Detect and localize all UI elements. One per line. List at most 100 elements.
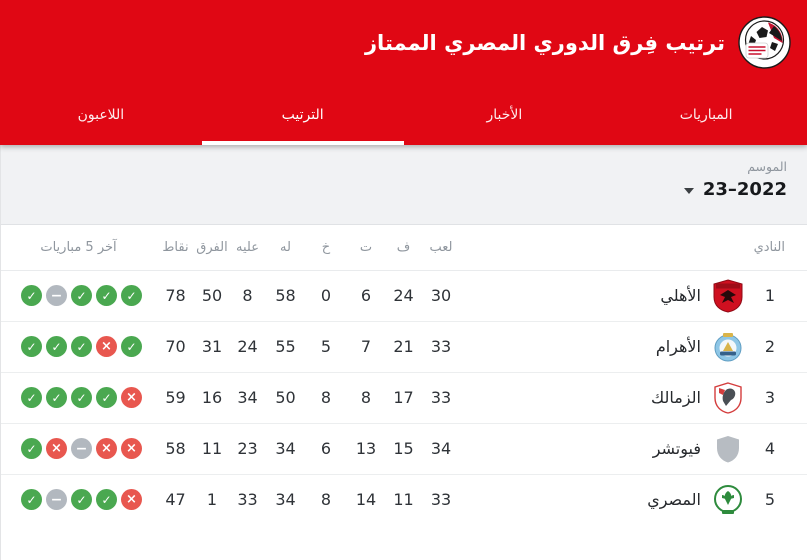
draws-cell: 7 [347,321,385,373]
points-cell: 58 [156,423,195,475]
losses-cell: 5 [305,321,347,373]
win-check-icon: ✓ [71,336,92,357]
egyptian-football-association-logo-icon [738,16,791,69]
table-row-zamalek[interactable]: 3 الزمالك 33 17 8 8 50 [1,372,807,424]
goals-for-cell: 58 [266,270,305,322]
loss-x-icon: × [121,387,142,408]
title-row: ترتيب فِرق الدوري المصري الممتاز [0,0,807,85]
goals-against-cell: 34 [229,372,266,424]
win-check-icon: ✓ [96,387,117,408]
col-header-goals-against: عليه [229,225,266,271]
win-check-icon: ✓ [71,387,92,408]
win-check-icon: ✓ [71,285,92,306]
rank-cell: 5 [764,490,776,510]
played-cell: 33 [422,372,460,424]
table-row-future[interactable]: 4 فيوتشر 34 15 13 6 34 23 11 58 [1,423,807,475]
goals-against-cell: 24 [229,321,266,373]
win-check-icon: ✓ [21,438,42,459]
draw-minus-icon: − [46,489,67,511]
win-check-icon: ✓ [96,285,117,306]
tab-standings[interactable]: الترتيب [201,85,404,145]
rank-cell: 2 [764,337,776,356]
al-ahram-badge-icon [714,332,742,361]
caret-down-icon [683,187,694,194]
points-cell: 78 [156,270,195,322]
club-name: فيوتشر [652,439,701,458]
col-header-goals-for: له [266,225,305,271]
table-row-al-masry[interactable]: 5 المصري 33 11 14 8 [1,474,807,525]
table-row-al-ahram[interactable]: 2 الأهرام 33 21 7 [1,321,807,373]
loss-x-icon: × [121,489,142,511]
goal-diff-cell: 11 [195,423,229,475]
losses-cell: 8 [320,490,332,510]
table-row-al-ahly[interactable]: 1 الأهلي 30 24 6 0 58 [1,270,807,322]
wins-cell: 11 [393,490,414,510]
season-label: الموسم [747,159,787,174]
season-bar: الموسم 23–2022 [0,145,807,225]
losses-cell: 0 [305,270,347,322]
wins-cell: 21 [385,321,422,373]
tab-news[interactable]: الأخبار [404,85,606,145]
wins-cell: 15 [385,423,422,475]
standings-table: النادي لعب ف ت خ له عليه الفرق نقاط آخر … [1,225,807,525]
col-header-played: لعب [422,225,460,271]
goal-diff-cell: 1 [206,490,218,510]
tab-players-label: اللاعبون [77,107,125,123]
tab-players[interactable]: اللاعبون [0,85,202,145]
loss-x-icon: × [46,438,67,459]
goal-diff-cell: 16 [195,372,229,424]
future-placeholder-badge-icon [717,435,739,462]
al-ahly-badge-icon [713,278,743,313]
win-check-icon: ✓ [121,285,142,306]
rank-cell: 1 [764,286,776,305]
tab-standings-label: الترتيب [281,107,324,123]
loss-x-icon: × [96,336,117,357]
wins-cell: 24 [385,270,422,322]
loss-x-icon: × [96,438,117,459]
season-value: 23–2022 [702,179,787,200]
rank-cell: 4 [764,439,776,458]
tab-matches[interactable]: المباريات [605,85,807,145]
goals-for-cell: 34 [266,423,305,475]
club-name: المصري [647,490,701,510]
goals-for-cell: 34 [275,490,296,510]
form-cell: ✓ − ✓ ✓ ✓ [1,285,156,306]
tab-matches-label: المباريات [679,107,733,123]
club-name: الأهلي [660,286,701,305]
active-tab-indicator [201,141,404,145]
draws-cell: 14 [355,490,377,510]
win-check-icon: ✓ [21,489,42,511]
col-header-wins: ف [385,225,422,271]
goal-diff-cell: 50 [195,270,229,322]
win-check-icon: ✓ [71,489,92,511]
points-cell: 47 [165,490,186,510]
standings-content: النادي لعب ف ت خ له عليه الفرق نقاط آخر … [0,225,807,560]
points-cell: 70 [156,321,195,373]
form-cell: ✓ − ✓ ✓ × [1,489,156,511]
wins-cell: 17 [385,372,422,424]
tab-news-label: الأخبار [486,107,523,123]
win-check-icon: ✓ [21,387,42,408]
draw-minus-icon: − [71,438,92,459]
tab-bar: المباريات الأخبار الترتيب اللاعبون [0,85,807,145]
goals-against-cell: 8 [229,270,266,322]
club-name: الزمالك [651,388,701,407]
form-cell: ✓ × − × × [1,438,156,459]
goals-against-cell: 33 [237,490,258,510]
played-cell: 30 [422,270,460,322]
win-check-icon: ✓ [121,336,142,357]
season-dropdown[interactable]: 23–2022 [683,179,787,200]
draw-minus-icon: − [46,285,67,306]
goals-for-cell: 55 [266,321,305,373]
draws-cell: 13 [347,423,385,475]
col-header-losses: خ [305,225,347,271]
draws-cell: 6 [347,270,385,322]
page-title: ترتيب فِرق الدوري المصري الممتاز [364,30,725,55]
win-check-icon: ✓ [46,336,67,357]
al-masry-badge-icon [714,484,742,514]
col-header-club: النادي [460,225,807,271]
points-cell: 59 [156,372,195,424]
app-header: ترتيب فِرق الدوري المصري الممتاز المباري… [0,0,807,145]
form-cell: ✓ ✓ ✓ ✓ × [1,387,156,408]
